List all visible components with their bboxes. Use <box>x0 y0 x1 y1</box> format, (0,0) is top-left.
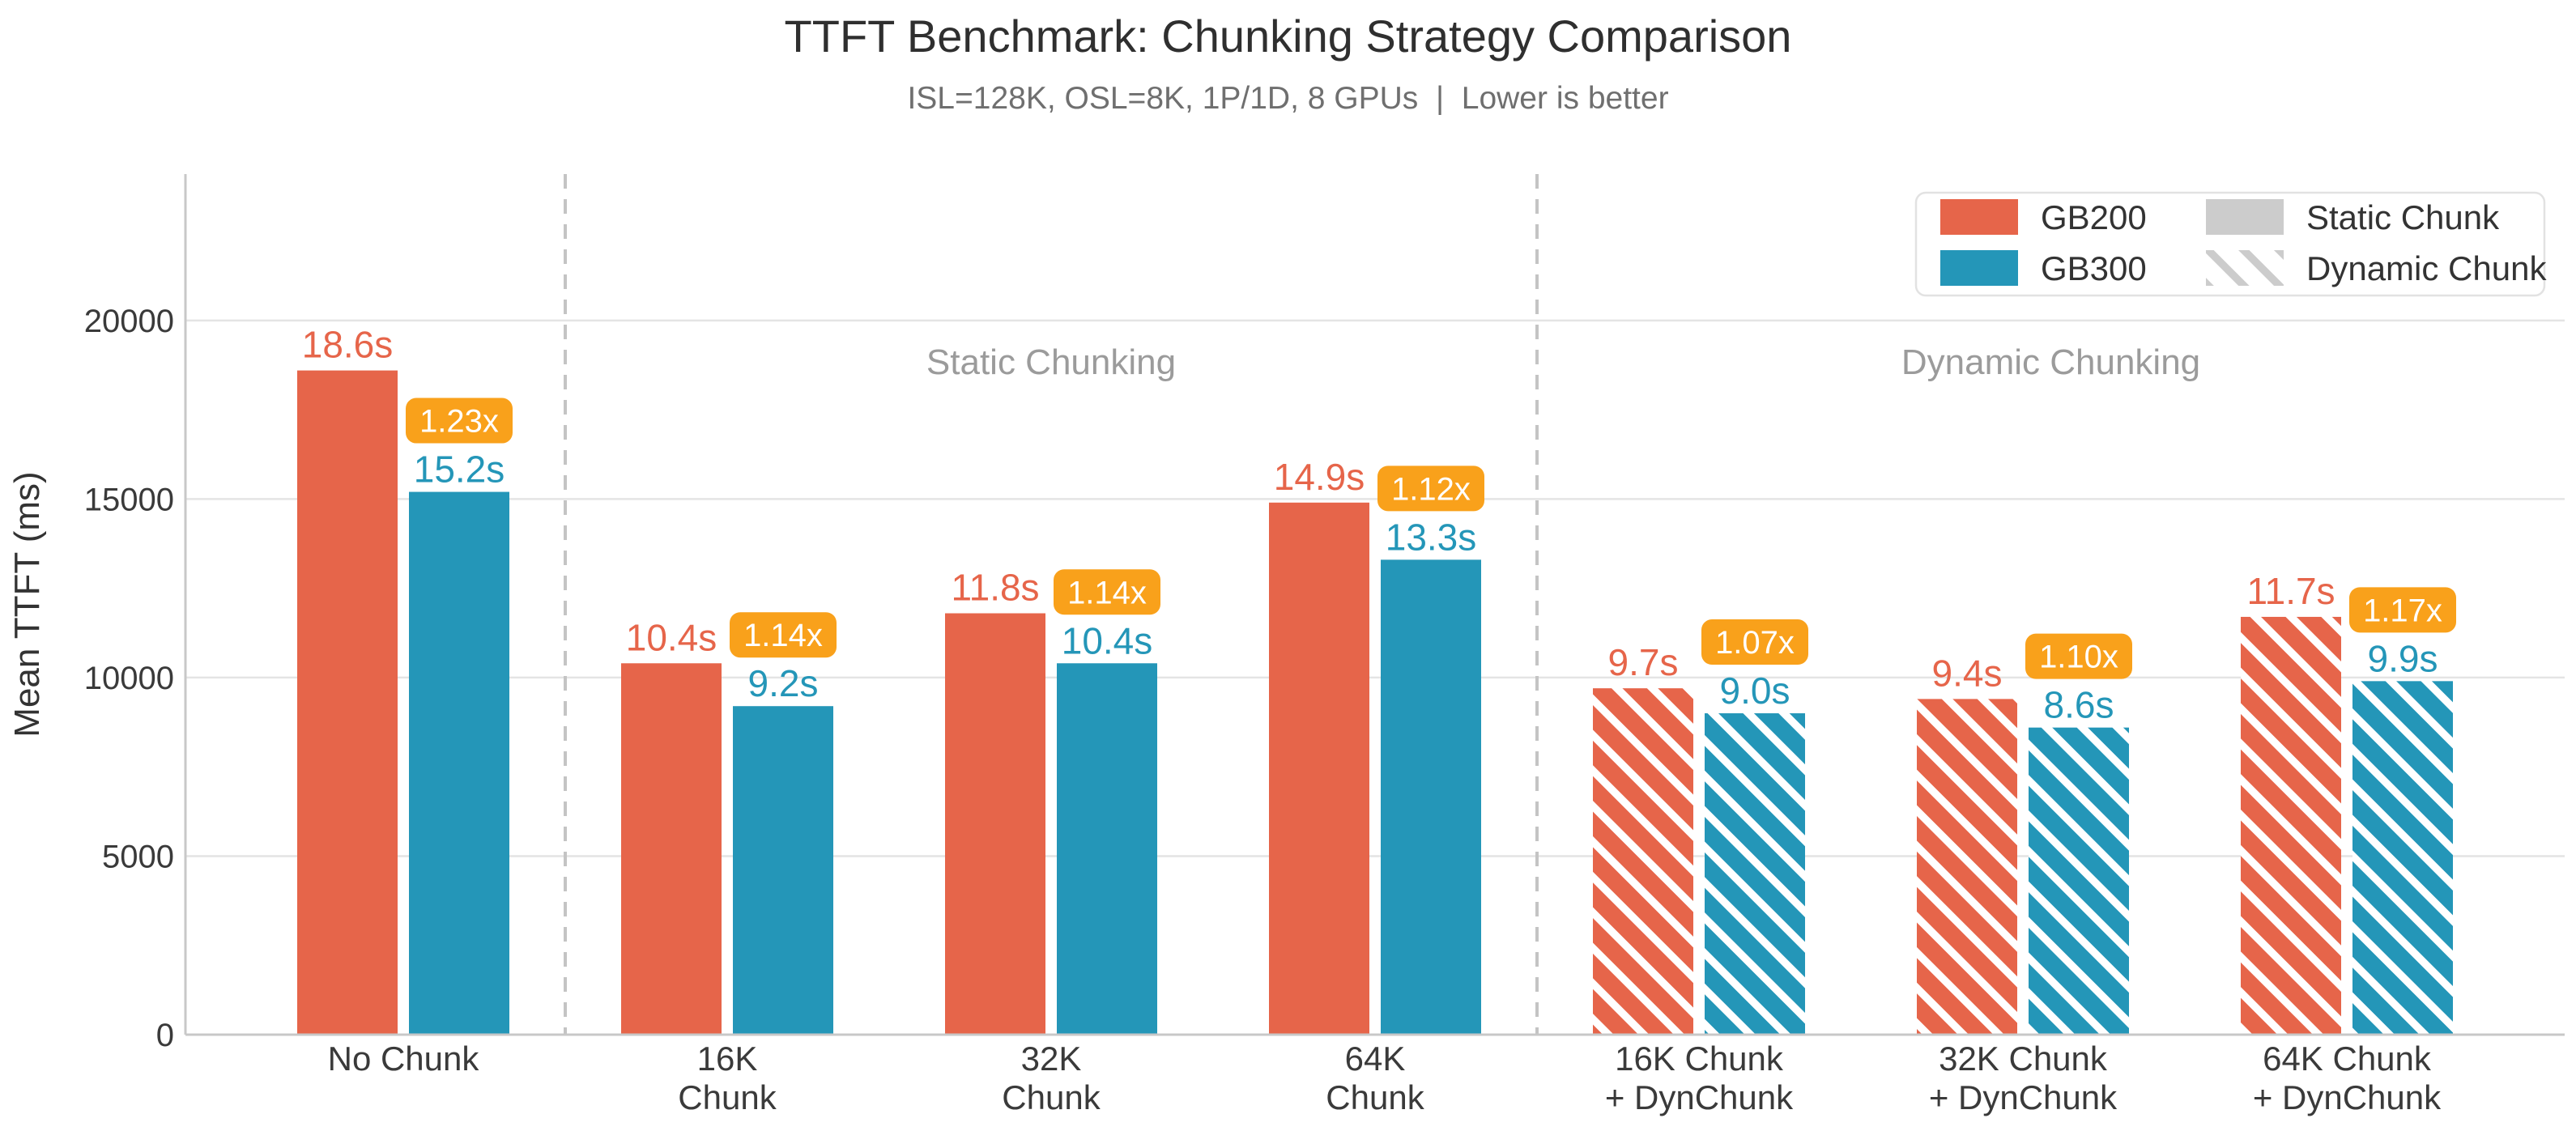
y-tick-label-10000: 10000 <box>84 661 174 696</box>
section-label-2: Dynamic Chunking <box>1901 342 2200 382</box>
bar-label-gb300-group7: 9.9s <box>2368 637 2438 679</box>
chart-subtitle: ISL=128K, OSL=8K, 1P/1D, 8 GPUs | Lower … <box>907 81 1669 116</box>
bar-label-gb200-group4: 14.9s <box>1274 456 1365 498</box>
y-tick-label-5000: 5000 <box>102 839 174 874</box>
section-label-1: Static Chunking <box>926 342 1176 382</box>
speedup-badge-label-group5: 1.07x <box>1715 625 1795 661</box>
bar-gb300-group5 <box>1705 713 1805 1035</box>
bar-gb200-group7 <box>2241 616 2341 1035</box>
x-tick-label-group6: 32K Chunk + DynChunk <box>1929 1040 2118 1116</box>
bar-label-gb300-group5: 9.0s <box>1720 670 1790 712</box>
speedup-badge-label-group2: 1.14x <box>743 618 823 653</box>
speedup-badge-group7 <box>2349 587 2456 633</box>
legend-box <box>1914 191 2546 297</box>
legend-swatch-gb200 <box>1940 199 2018 235</box>
legend-swatch-gb300 <box>1940 250 2018 286</box>
speedup-badge-label-group4: 1.12x <box>1391 471 1471 507</box>
x-tick-label-group1: No Chunk <box>328 1040 480 1078</box>
bar-gb300-group4 <box>1381 559 1481 1035</box>
y-tick-label-20000: 20000 <box>84 304 174 339</box>
legend-label-gb300: GB300 <box>2041 249 2147 287</box>
bar-label-gb300-group6: 8.6s <box>2044 684 2114 726</box>
x-tick-label-group2: 16K Chunk <box>678 1040 777 1116</box>
legend-label-gb200: GB200 <box>2041 198 2147 236</box>
x-tick-label-group7: 64K Chunk + DynChunk <box>2253 1040 2442 1116</box>
speedup-badge-group4 <box>1377 466 1484 512</box>
bar-gb200-group5 <box>1593 688 1693 1035</box>
bar-label-gb200-group7: 11.7s <box>2246 570 2335 612</box>
bar-label-gb300-group4: 13.3s <box>1386 516 1477 558</box>
legend-label-static-chunk: Static Chunk <box>2306 198 2500 236</box>
legend-label-dynamic-chunk: Dynamic Chunk <box>2306 249 2547 287</box>
bar-label-gb200-group6: 9.4s <box>1932 652 2003 694</box>
bar-label-gb300-group1: 15.2s <box>414 449 505 491</box>
legend-swatch-dynamic-chunk <box>2206 250 2284 286</box>
bar-gb200-group1 <box>297 370 398 1035</box>
speedup-badge-label-group3: 1.14x <box>1067 575 1147 610</box>
x-tick-label-group5: 16K Chunk + DynChunk <box>1605 1040 1794 1116</box>
bar-gb300-group7 <box>2352 681 2453 1035</box>
bar-gb200-group2 <box>621 663 722 1035</box>
speedup-badge-label-group1: 1.23x <box>419 404 499 440</box>
speedup-badge-group1 <box>406 398 513 444</box>
bar-label-gb300-group3: 10.4s <box>1062 619 1153 661</box>
bar-gb300-group1 <box>409 491 509 1035</box>
bar-gb300-group3 <box>1057 663 1157 1035</box>
bar-gb300-group2 <box>733 706 833 1035</box>
x-tick-label-group3: 32K Chunk <box>1002 1040 1101 1116</box>
bar-label-gb200-group2: 10.4s <box>626 616 717 658</box>
bar-gb300-group6 <box>2029 727 2129 1035</box>
speedup-badge-group5 <box>1701 619 1808 665</box>
bar-label-gb200-group5: 9.7s <box>1608 641 1679 683</box>
speedup-badge-group6 <box>2025 633 2132 679</box>
bar-label-gb200-group3: 11.8s <box>951 567 1039 609</box>
legend-swatch-static-chunk <box>2206 199 2284 235</box>
speedup-badge-group2 <box>730 612 837 658</box>
bar-label-gb200-group1: 18.6s <box>302 324 394 366</box>
bar-gb200-group4 <box>1269 502 1369 1035</box>
bar-gb200-group6 <box>1917 699 2017 1035</box>
chart-title: TTFT Benchmark: Chunking Strategy Compar… <box>784 11 1792 62</box>
y-tick-label-0: 0 <box>156 1018 174 1053</box>
speedup-badge-label-group7: 1.17x <box>2363 593 2442 628</box>
bar-gb200-group3 <box>945 613 1045 1035</box>
speedup-badge-label-group6: 1.10x <box>2039 640 2118 675</box>
bar-label-gb300-group2: 9.2s <box>748 662 819 704</box>
speedup-badge-group3 <box>1054 569 1160 615</box>
y-axis-label: Mean TTFT (ms) <box>7 471 47 737</box>
y-tick-label-15000: 15000 <box>84 482 174 517</box>
x-tick-label-group4: 64K Chunk <box>1326 1040 1424 1116</box>
